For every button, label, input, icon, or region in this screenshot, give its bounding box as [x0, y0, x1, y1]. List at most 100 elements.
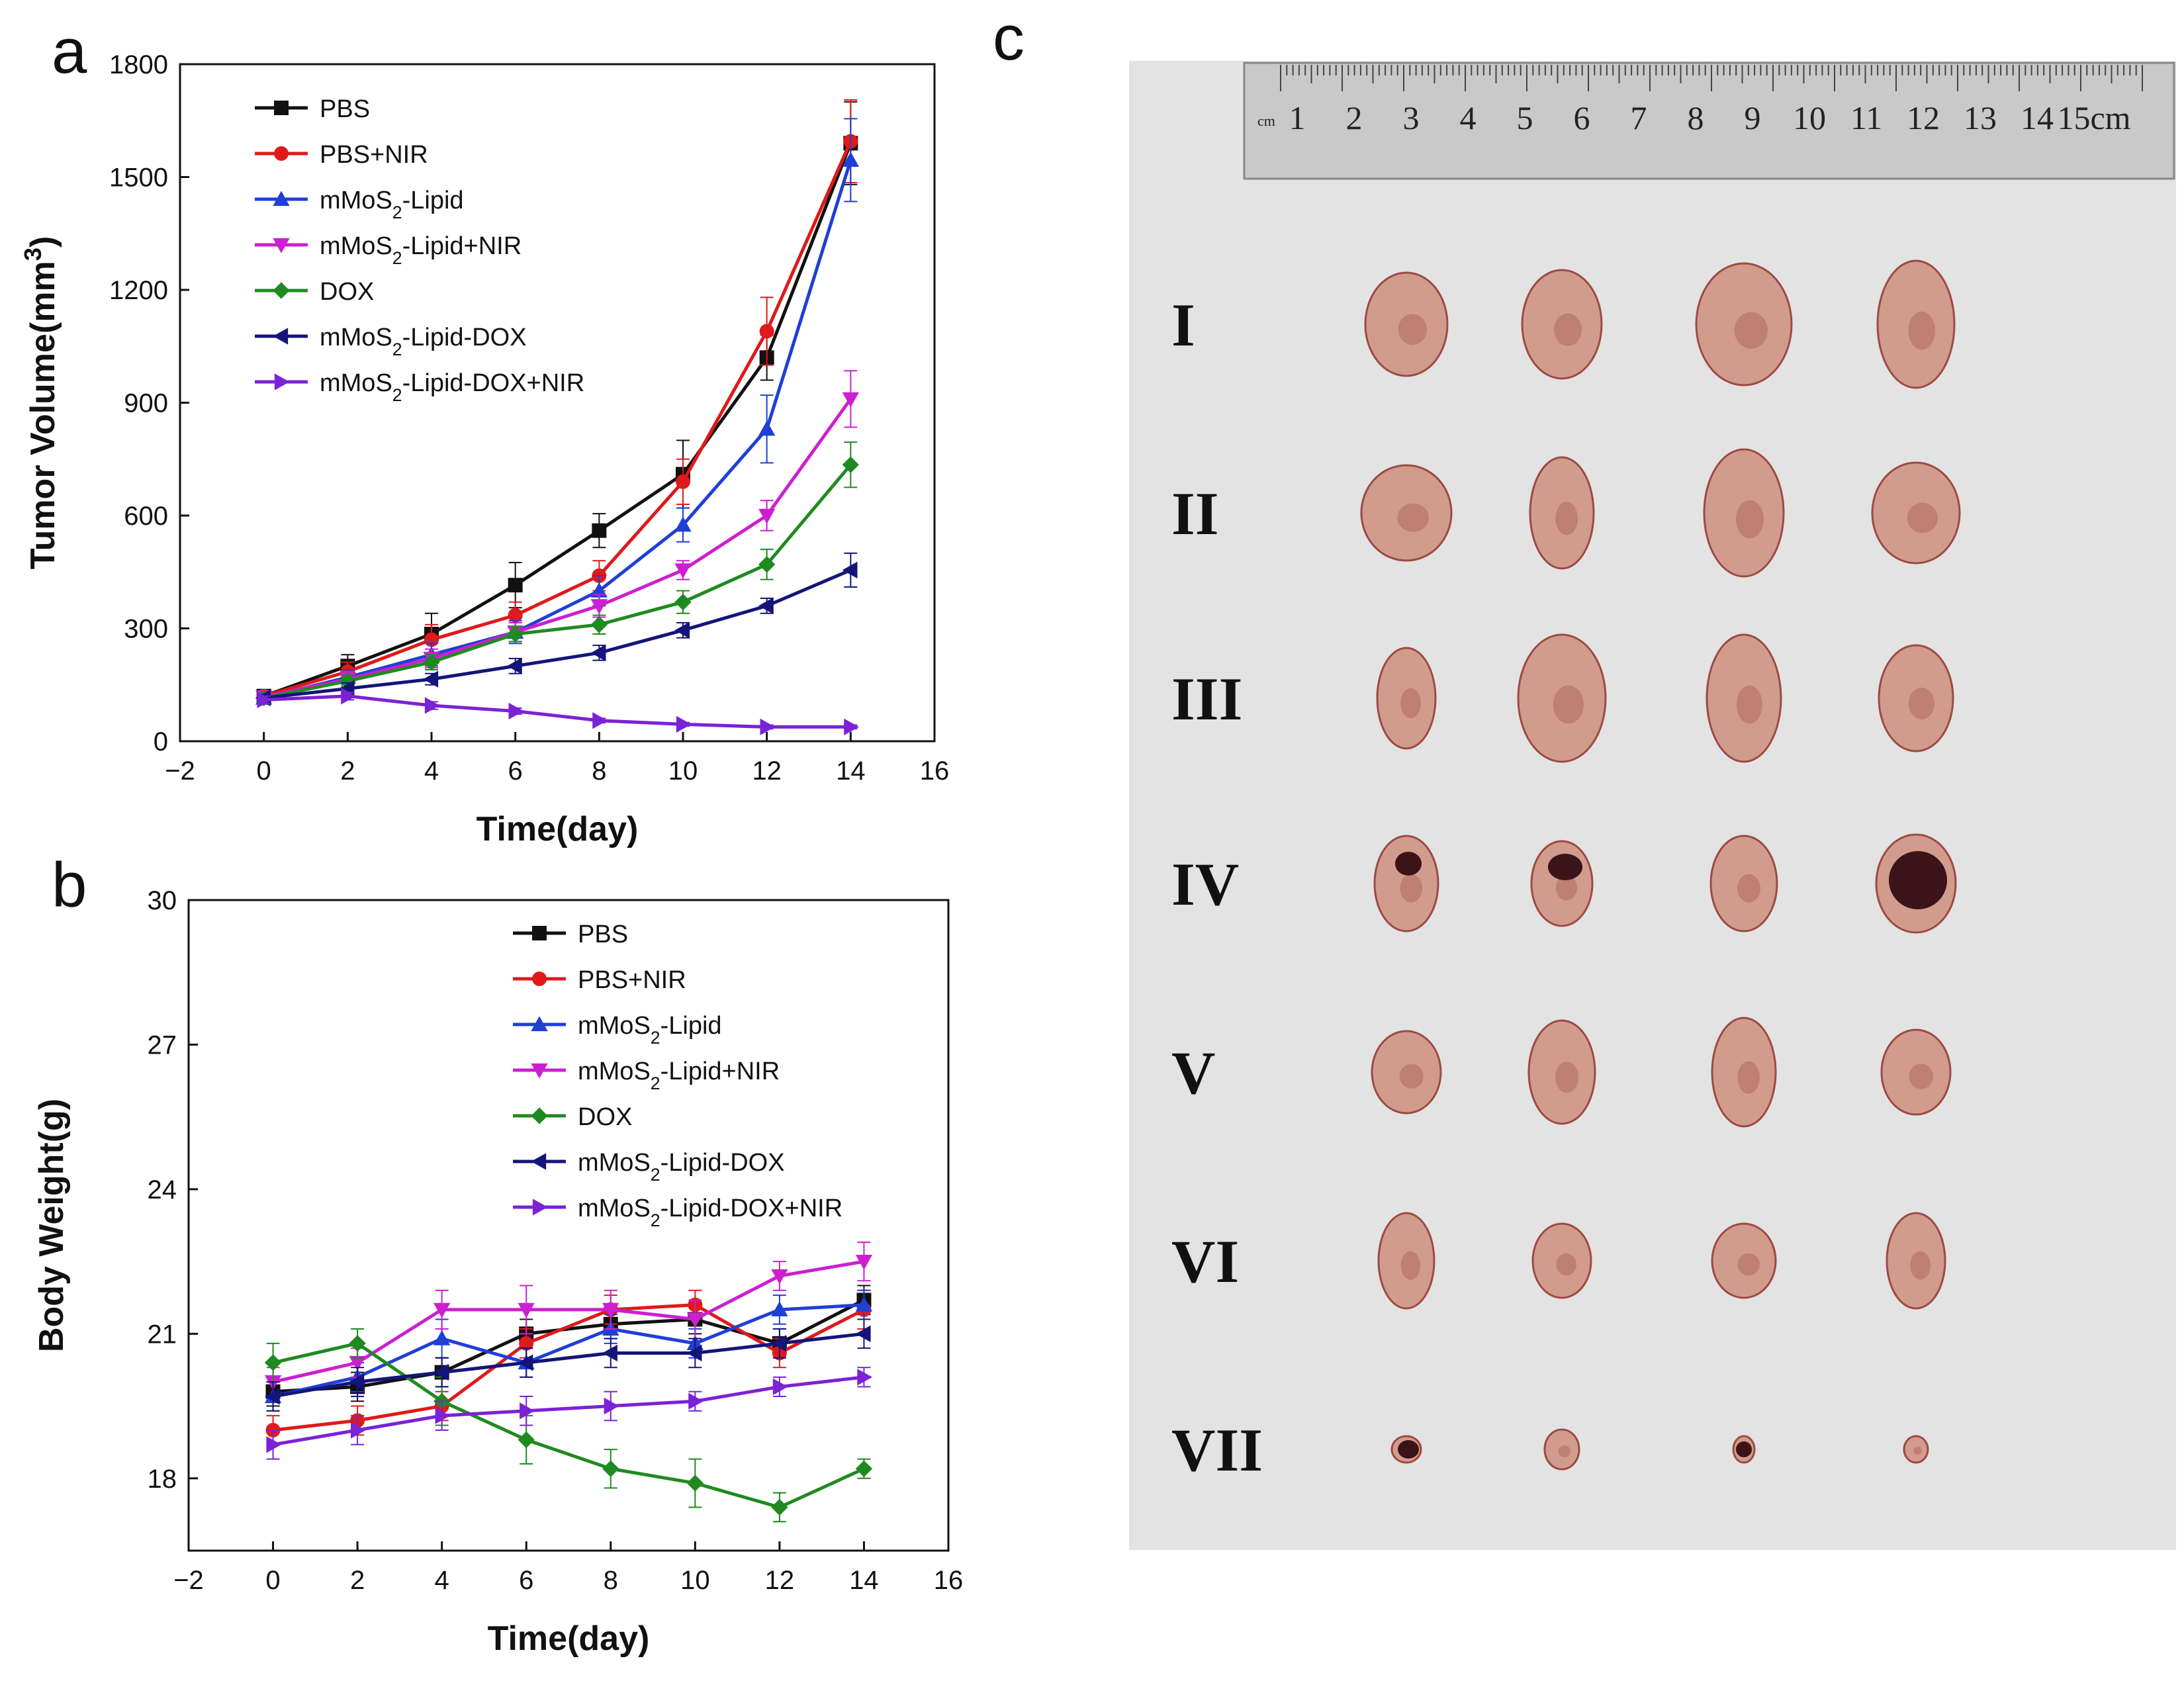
tumor-shading — [1908, 311, 1935, 350]
series-line — [263, 140, 852, 698]
data-point — [341, 688, 356, 705]
group-label: IV — [1171, 850, 1239, 918]
data-point — [772, 1378, 788, 1396]
ruler-number: 12 — [1907, 99, 1940, 136]
y-tick-label: 30 — [148, 886, 177, 915]
data-point — [771, 1498, 788, 1516]
tumor-shading — [1737, 1061, 1760, 1094]
data-point — [674, 594, 692, 611]
tumor-shading — [1737, 1253, 1760, 1276]
tumor-shading — [1554, 313, 1582, 346]
data-point — [842, 456, 859, 473]
x-axis-title: Time(day) — [477, 810, 639, 848]
legend-label: mMoS2-Lipid-DOX+NIR — [578, 1195, 842, 1230]
group-label: V — [1171, 1039, 1215, 1107]
x-tick-label: 12 — [765, 1566, 795, 1595]
x-tick-label: 6 — [519, 1566, 533, 1595]
necrosis-spot — [1395, 852, 1422, 876]
data-point — [508, 608, 523, 623]
series-pbs-nir — [256, 99, 858, 704]
data-point — [855, 1254, 873, 1270]
data-point — [433, 1330, 451, 1345]
series-mmos2-lipid-dox-nir — [266, 1367, 873, 1460]
group-label: VI — [1171, 1228, 1239, 1295]
ruler-number: 2 — [1346, 99, 1363, 136]
x-tick-label: 4 — [435, 1566, 449, 1595]
legend-label: PBS — [578, 921, 628, 948]
series-mmos2-lipid-dox-nir — [257, 688, 859, 736]
ruler-number: 1 — [1289, 99, 1306, 136]
y-axis-title: Body Weight(g) — [32, 1099, 71, 1352]
series-line — [273, 1298, 865, 1394]
x-tick-label: 2 — [340, 756, 355, 786]
tumor-shading — [1555, 1062, 1578, 1093]
ruler: cm 1 2 3 4 5 6 7 8 9 10 11 12 13 14 15cm — [1243, 62, 2175, 180]
legend-label: mMoS2-Lipid — [578, 1012, 722, 1048]
tumor — [1364, 271, 1449, 377]
data-point — [688, 1392, 704, 1410]
data-point — [842, 392, 859, 408]
data-point — [508, 702, 524, 720]
group-label: VII — [1171, 1416, 1263, 1484]
legend-marker — [274, 373, 290, 390]
data-point — [264, 1354, 282, 1371]
legend-marker — [531, 1153, 547, 1170]
ruler-number: 10 — [1793, 99, 1826, 136]
legend-marker — [273, 282, 290, 299]
series-mmos2-lipid-dox — [255, 552, 858, 707]
data-point — [602, 1460, 619, 1477]
data-point — [350, 1422, 366, 1439]
tumor — [1373, 835, 1439, 932]
ruler-number: 14 — [2021, 99, 2054, 136]
x-tick-label: 8 — [604, 1566, 618, 1595]
data-point — [602, 1344, 617, 1362]
data-point — [760, 718, 776, 736]
data-point — [257, 691, 273, 709]
series-line — [263, 694, 851, 729]
tumor — [1360, 464, 1453, 562]
tumor-shading — [1555, 875, 1577, 901]
legend-marker — [273, 238, 290, 253]
legend-marker — [531, 1063, 548, 1079]
x-tick-label: 4 — [424, 756, 439, 786]
data-point — [423, 654, 440, 671]
series-line — [272, 1259, 864, 1384]
data-point — [674, 621, 690, 639]
ruler-number: 7 — [1631, 99, 1647, 136]
chart-tumor-volume: −2 0 2 4 6 8 10 12 14 160300600900120015001800Tim… — [19, 50, 950, 848]
panel-label-b: b — [52, 850, 87, 921]
tumor-shading — [1399, 1064, 1424, 1089]
data-point — [433, 1363, 449, 1381]
data-point — [855, 1325, 871, 1342]
x-tick-label: 2 — [350, 1566, 365, 1595]
tumor-shading — [1908, 688, 1934, 719]
ruler-number: 8 — [1688, 99, 1704, 136]
data-point — [758, 420, 776, 436]
tumor-shading — [1558, 1445, 1570, 1457]
data-point — [520, 1402, 535, 1420]
y-tick-label: 0 — [154, 727, 168, 756]
ruler-number: 15cm — [2057, 99, 2130, 136]
data-point — [842, 561, 858, 579]
y-axis-title: Tumor Volume(mm3) — [19, 236, 63, 570]
plot-frame — [179, 63, 936, 743]
legend-label: mMoS2-Lipid+NIR — [578, 1058, 780, 1093]
x-tick-label: 0 — [265, 1566, 280, 1595]
data-point — [842, 152, 859, 167]
tumor — [1531, 1222, 1592, 1299]
tumor — [1880, 1028, 1952, 1116]
series-line — [272, 1341, 865, 1510]
data-point — [676, 474, 690, 489]
y-tick-label: 27 — [148, 1030, 177, 1060]
tumor — [1871, 461, 1961, 565]
tumor-shading — [1555, 502, 1578, 535]
ruler-number: 11 — [1850, 99, 1882, 136]
panel-label-c: c — [993, 3, 1024, 73]
tumor-shading — [1397, 503, 1429, 532]
legend-marker — [273, 328, 289, 345]
legend-marker — [532, 1199, 548, 1216]
tumor-shading — [1400, 874, 1422, 903]
data-point — [855, 1460, 873, 1477]
